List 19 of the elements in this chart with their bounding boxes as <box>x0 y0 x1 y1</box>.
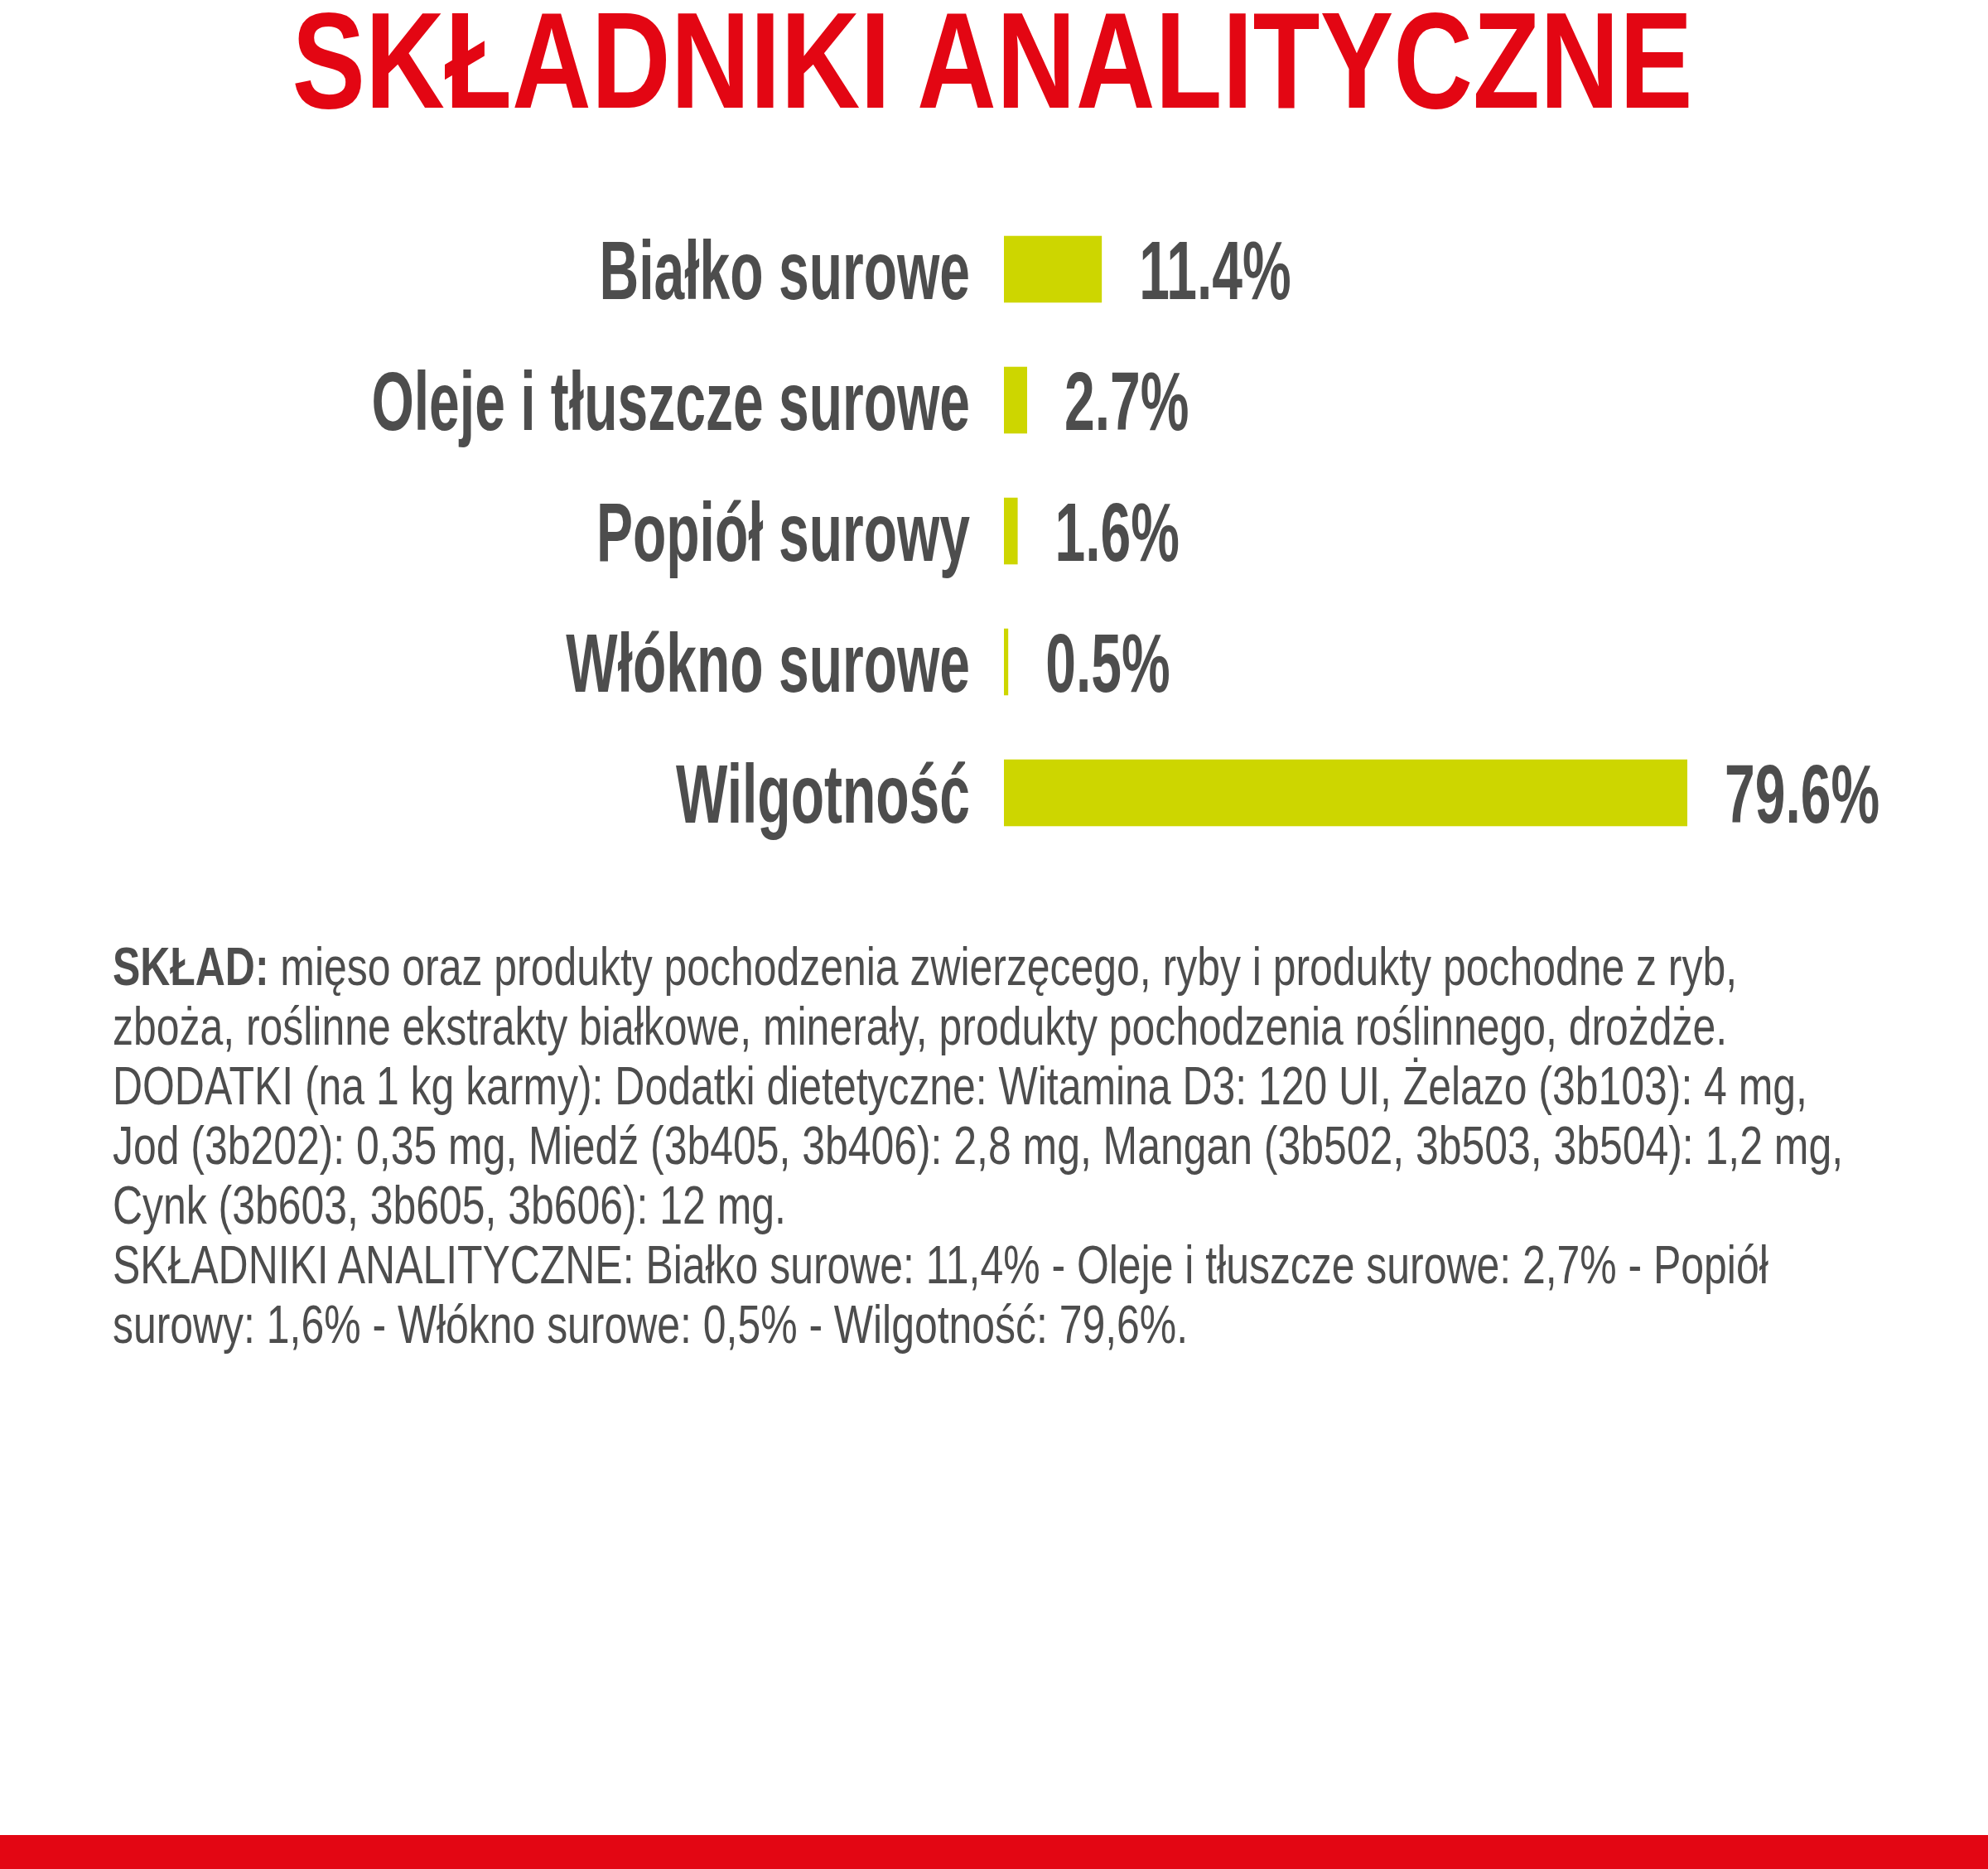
y-tick-label: Oleje i tłuszcze surowe <box>371 355 970 448</box>
text: DODATKI (na 1 kg karmy): Dodatki dietetyczne: Witamina D3: 120 UI, Żelazo (3b103): 4 mg, Jod (3b202): 0,35 mg, Miedź (3b405, 3b406): 2,8 mg, Mangan (3b502, 3b503, 3b504): 1,2 mg, Cynk (3b603, 3b605, 3b606): 12 mg. <box>113 1056 1844 1235</box>
bar <box>1004 366 1027 434</box>
bar <box>1004 497 1018 565</box>
bar <box>1004 759 1687 827</box>
data-label: 1.6% <box>1054 485 1180 579</box>
data-label: 11.4% <box>1139 224 1291 317</box>
bar <box>1004 628 1009 696</box>
chart-title: SKŁADNIKI ANALITYCZNE <box>292 0 1693 138</box>
y-tick-label: Popiół surowy <box>596 485 970 579</box>
bar <box>1004 235 1103 303</box>
data-label: 0.5% <box>1045 616 1170 710</box>
y-tick-label: Białko surowe <box>599 224 970 317</box>
data-label: 79.6% <box>1725 747 1880 841</box>
text: SKŁAD: mięso oraz produkty pochodzenia zwierzęcego, ryby i produkty pochodne z ryb, zboża, roślinne ekstrakty białkowe, minerały, produkty pochodzenia roślinnego, drożdże. <box>113 937 1738 1056</box>
y-tick-label: Wilgotność <box>675 747 970 841</box>
text: SKŁADNIKI ANALITYCZNE: Białko surowe: 11,4% - Oleje i tłuszcze surowe: 2,7% - Popiół surowy: 1,6% - Włókno surowe: 0,5% - Wilgotność: 79,6%. <box>113 1235 1769 1355</box>
data-label: 2.7% <box>1064 355 1189 448</box>
y-tick-label: Włókno surowe <box>566 616 970 710</box>
